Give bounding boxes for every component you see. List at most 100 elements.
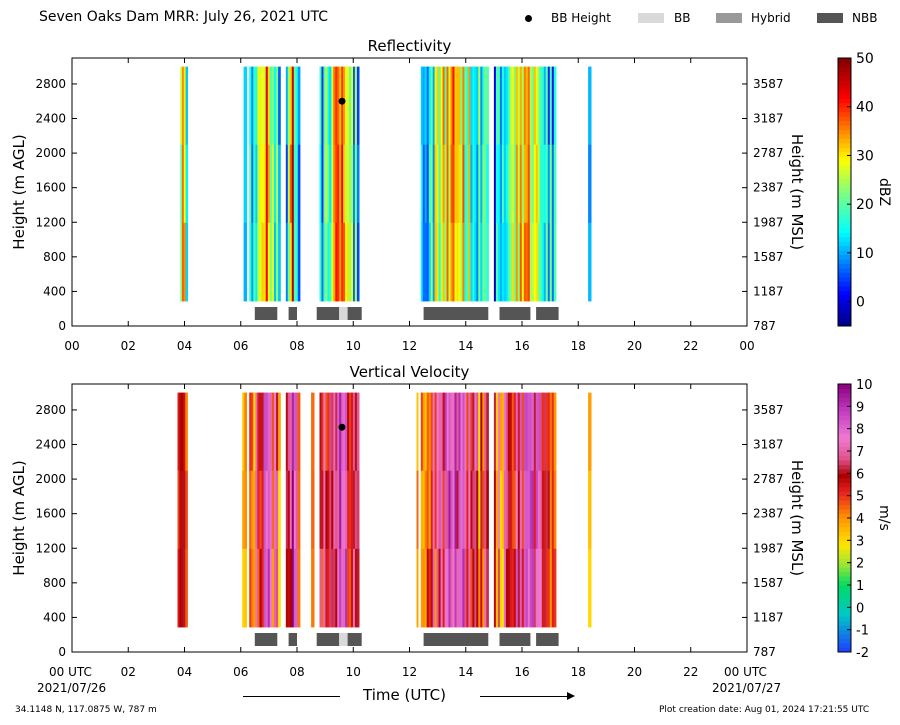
heatmap-cell — [353, 470, 356, 550]
heatmap-cell — [351, 144, 354, 224]
heatmap-cell — [505, 66, 509, 146]
heatmap-cell — [356, 470, 360, 550]
heatmap-cell — [539, 548, 543, 628]
heatmap-cell — [347, 392, 350, 472]
heatmap-cell — [335, 392, 338, 472]
colorbar-cell — [838, 437, 851, 443]
heatmap-cell — [182, 66, 185, 146]
heatmap-cell — [347, 470, 350, 550]
heatmap-cell — [476, 392, 479, 472]
heatmap-cell — [535, 470, 539, 550]
heatmap-cell — [495, 144, 499, 224]
colorbar-cell — [838, 66, 851, 72]
heatmap-cell — [287, 144, 291, 224]
heatmap-cell — [549, 392, 553, 472]
colorbar-cell — [838, 629, 851, 635]
colorbar-cell — [838, 571, 851, 577]
colorbar-cell — [838, 522, 851, 528]
heatmap-cell — [257, 470, 261, 550]
bb-type-bar-nbb — [254, 307, 278, 320]
heatmap-cell — [287, 470, 291, 550]
heatmap-cell — [265, 66, 269, 146]
heatmap-cell — [287, 392, 291, 472]
heatmap-cell — [185, 548, 188, 628]
heatmap-cell — [183, 548, 186, 628]
colorbar-cell — [838, 151, 851, 157]
heatmap-cell — [503, 548, 507, 628]
heatmap-cell — [505, 222, 509, 302]
heatmap-cell — [434, 66, 438, 146]
colorbar-label: m/s — [876, 505, 892, 531]
heatmap-cell — [509, 222, 513, 302]
heatmap-cell — [331, 470, 334, 550]
heatmap-cell — [541, 470, 545, 550]
x-tick-label: 00 — [64, 339, 79, 353]
y-axis-label: Height (m AGL) — [10, 460, 28, 575]
heatmap-cell — [430, 144, 434, 224]
colorbar-cell — [838, 232, 851, 238]
bb-type-bar-bb — [339, 307, 348, 320]
heatmap-cell — [588, 470, 592, 550]
colorbar-tick-label: 6 — [856, 467, 864, 482]
heatmap-cell — [454, 144, 458, 224]
heatmap-cell — [327, 144, 330, 224]
heatmap-cell — [450, 470, 454, 550]
heatmap-cell — [341, 548, 344, 628]
heatmap-cell — [497, 144, 501, 224]
heatmap-cell — [293, 66, 297, 146]
heatmap-cell — [436, 470, 440, 550]
heatmap-cell — [422, 144, 426, 224]
colorbar-cell — [838, 593, 851, 599]
heatmap-cell — [442, 144, 446, 224]
colorbar-cell — [838, 442, 851, 448]
heatmap-cell — [276, 548, 279, 628]
y-right-tick-label: 3587 — [753, 403, 784, 417]
heatmap-cell — [470, 144, 473, 224]
heatmap-cell — [276, 222, 279, 302]
heatmap-cell — [181, 548, 184, 628]
heatmap-cell — [261, 66, 265, 146]
x-tick-label: 22 — [683, 665, 698, 679]
heatmap-cell — [267, 470, 271, 550]
x-axis-start-tick: 00 UTC — [49, 665, 92, 679]
heatmap-cell — [422, 470, 426, 550]
colorbar-cell — [838, 294, 851, 300]
x-tick-label: 12 — [402, 339, 417, 353]
heatmap-cell — [289, 66, 293, 146]
heatmap-cell — [505, 470, 509, 550]
heatmap-cell — [523, 470, 527, 550]
heatmap-cell — [271, 144, 275, 224]
heatmap-cell — [547, 548, 551, 628]
colorbar-cell — [838, 464, 851, 470]
heatmap-cell — [430, 548, 434, 628]
heatmap-cell — [259, 222, 263, 302]
colorbar-cell — [838, 647, 851, 653]
heatmap-cell — [505, 392, 509, 472]
colorbar-cell — [838, 160, 851, 166]
colorbar-cell — [838, 299, 851, 305]
heatmap-cell — [549, 144, 553, 224]
heatmap-cell — [535, 548, 539, 628]
heatmap-cell — [183, 144, 187, 224]
heatmap-cell — [263, 144, 267, 224]
heatmap-cell — [351, 392, 354, 472]
heatmap-cell — [458, 392, 462, 472]
y-right-tick-label: 3187 — [753, 112, 784, 126]
heatmap-cell — [533, 222, 537, 302]
heatmap-cell — [295, 548, 299, 628]
heatmap-cell — [531, 66, 535, 146]
heatmap-cell — [179, 392, 182, 472]
heatmap-cell — [251, 222, 254, 302]
heatmap-cell — [347, 144, 350, 224]
colorbar-cell — [838, 196, 851, 202]
heatmap-cell — [499, 222, 503, 302]
heatmap-cell — [434, 222, 438, 302]
heatmap-cell — [527, 66, 531, 146]
y-axis-label-right: Height (m MSL) — [788, 134, 806, 250]
heatmap-cell — [507, 470, 511, 550]
legend-nbb-label: NBB — [852, 11, 878, 25]
heatmap-cell — [533, 548, 537, 628]
heatmap-cell — [466, 222, 469, 302]
colorbar-cell — [838, 276, 851, 282]
heatmap-cell — [553, 222, 557, 302]
